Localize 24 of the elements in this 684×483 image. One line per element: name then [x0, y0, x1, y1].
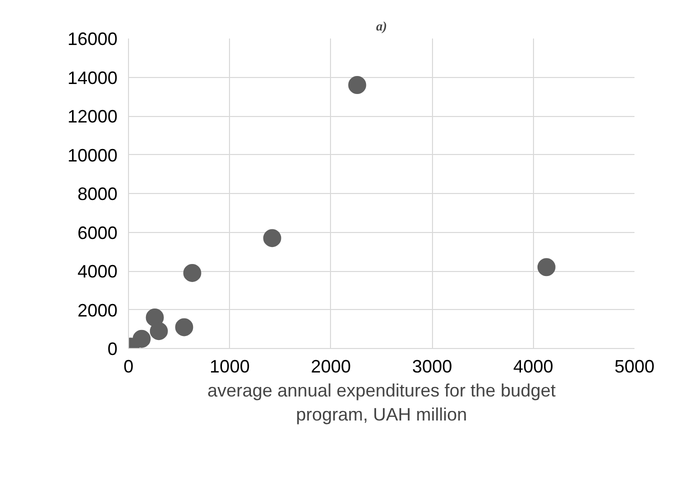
chart-title: a): [376, 18, 387, 34]
point: [537, 258, 556, 276]
y-tick-label: 8000: [77, 184, 118, 204]
point: [183, 264, 202, 282]
y-tick-label: 14000: [67, 68, 118, 88]
x-axis-title: average annual expenditures for the budget program, UAH million: [207, 380, 556, 424]
y-tick-label: 4000: [77, 262, 118, 282]
y-tick-label: 16000: [67, 29, 118, 49]
x-tick-label: 4000: [513, 356, 554, 376]
point: [263, 229, 282, 248]
x-tick-label: 1000: [210, 356, 250, 376]
y-tick-label: 2000: [77, 300, 118, 320]
point: [348, 76, 366, 94]
x-tick-label: 0: [123, 356, 134, 376]
y-tick-label: 10000: [67, 145, 118, 166]
y-tick-label: 6000: [77, 222, 118, 243]
y-tick-label: 12000: [67, 106, 118, 126]
x-tick-label: 2000: [310, 356, 351, 376]
point: [175, 318, 194, 336]
y-tick-label: 0: [107, 339, 118, 359]
x-tick-label: 5000: [614, 356, 655, 376]
point: [132, 330, 151, 348]
x-tick-label: 3000: [412, 356, 452, 376]
point: [150, 322, 168, 340]
